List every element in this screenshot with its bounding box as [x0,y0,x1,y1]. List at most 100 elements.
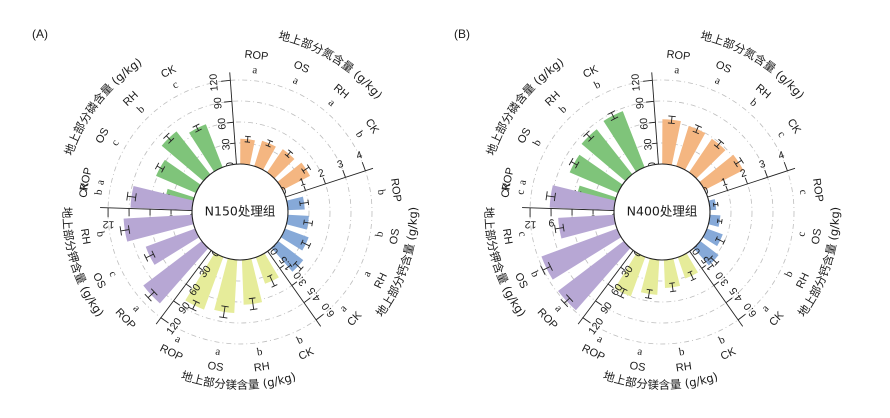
bar-k-ck [130,185,194,211]
category-label: OS [810,228,824,246]
bar-ca-rop [708,199,717,211]
significance-letter: b [93,188,106,196]
significance-letter: a [291,74,300,87]
significance-letter: c [797,189,810,196]
group-title-path: 地上部分钾含量 (g/kg) [482,207,529,320]
bar-mg-ck [255,253,279,284]
category-label: RH [372,271,390,291]
error-bar [284,149,294,159]
category-label: ROP [78,166,95,192]
group-title-path: 地上部分镁含量 (g/kg) [602,368,720,392]
category-label: CK [581,63,601,81]
significance-letter: a [326,97,338,109]
tick-label: 12 [524,218,536,230]
tick-label: 4.5 [727,285,745,304]
group-title: 地上部分镁含量 (g/kg) [602,368,720,392]
error-bar [554,223,565,234]
error-bar [300,239,312,249]
panel-label: (A) [32,27,48,41]
error-bar [687,270,697,282]
bar-k-rh [558,214,616,239]
error-bar [126,191,137,202]
error-bar [715,236,726,245]
significance-letter: a [674,64,680,76]
significance-letter: a [361,269,374,279]
tick-label: 3.0 [291,269,309,288]
bar-mg-os [214,258,238,314]
error-bar [712,201,719,207]
tick-label: 4 [355,149,364,162]
bar-n-rh [689,138,726,179]
category-label: OS [292,59,311,76]
significance-letter: b [557,103,570,116]
category-label: ROP [388,177,403,202]
error-bar [617,287,628,299]
error-bar [299,199,310,206]
category-label: OS [388,228,402,246]
bar-mg-rh [241,258,263,305]
error-bar [119,225,131,236]
tick-label: 4 [777,149,786,162]
error-bar [192,123,202,133]
category-label: CK [499,181,513,198]
group-title: 地上部分钙含量 (g/kg) [795,207,842,320]
radial-axis: 0306090120 [630,72,659,168]
grid-ring [107,79,373,345]
group-ca: bROPbOSaRHaCK01234地上部分钙含量 (g/kg) [271,149,420,329]
significance-letter: b [678,346,686,359]
tick-label: 90 [212,97,225,110]
significance-letter: b [135,103,148,116]
significance-letter: b [531,137,544,148]
center-circle [613,163,711,261]
error-bar [560,294,574,308]
category-label: CK [159,63,179,81]
category-label: ROP [158,342,185,363]
significance-letter: c [795,231,808,238]
significance-letter: a [637,345,644,358]
significance-letter: b [528,269,541,280]
tick-label: 30 [220,138,233,151]
significance-letter: b [592,78,603,91]
bar-n-os [254,140,276,170]
grid-ring [149,121,331,303]
significance-letter: b [373,230,386,238]
error-bar [267,274,278,288]
tick-label: 2 [317,167,326,180]
significance-letter: a [552,303,564,315]
error-bar [144,288,158,302]
significance-letter: b [748,96,760,109]
error-bar [716,218,723,224]
radial-axis: 0306090120 [208,72,237,168]
significance-letter: b [783,268,796,279]
tick-label: 3 [336,158,345,171]
category-label: OS [512,271,530,291]
tick-label: 1 [720,176,729,189]
bar-mg-rop [614,252,646,297]
bar-ca-rh [280,228,309,251]
significance-letter: b [353,129,366,141]
bar-ca-rop [286,196,305,211]
category-label: CK [297,345,317,363]
bar-n-rop [662,119,681,166]
category-label: ROP [580,342,607,363]
bar-p-os [156,159,201,194]
significance-letter: a [759,303,771,315]
tick-label: 1 [298,176,307,189]
error-bar [265,139,274,148]
grid-ring [529,79,795,345]
error-bar [163,132,175,144]
tick-label: 12 [102,218,114,230]
significance-letter: c [109,138,122,148]
error-bar [303,219,314,227]
bar-ca-os [708,214,721,227]
tick-label: 2 [739,167,748,180]
center-circle [191,163,289,261]
group-ca: cROPcOSbRHaCK01234地上部分钙含量 (g/kg) [693,149,842,329]
category-label: OS [629,360,647,374]
bar-k-os [145,228,200,265]
tick-label: 60 [638,117,651,130]
error-bar [143,250,156,262]
tick-label: 6.0 [741,300,759,319]
error-bar [713,138,725,150]
